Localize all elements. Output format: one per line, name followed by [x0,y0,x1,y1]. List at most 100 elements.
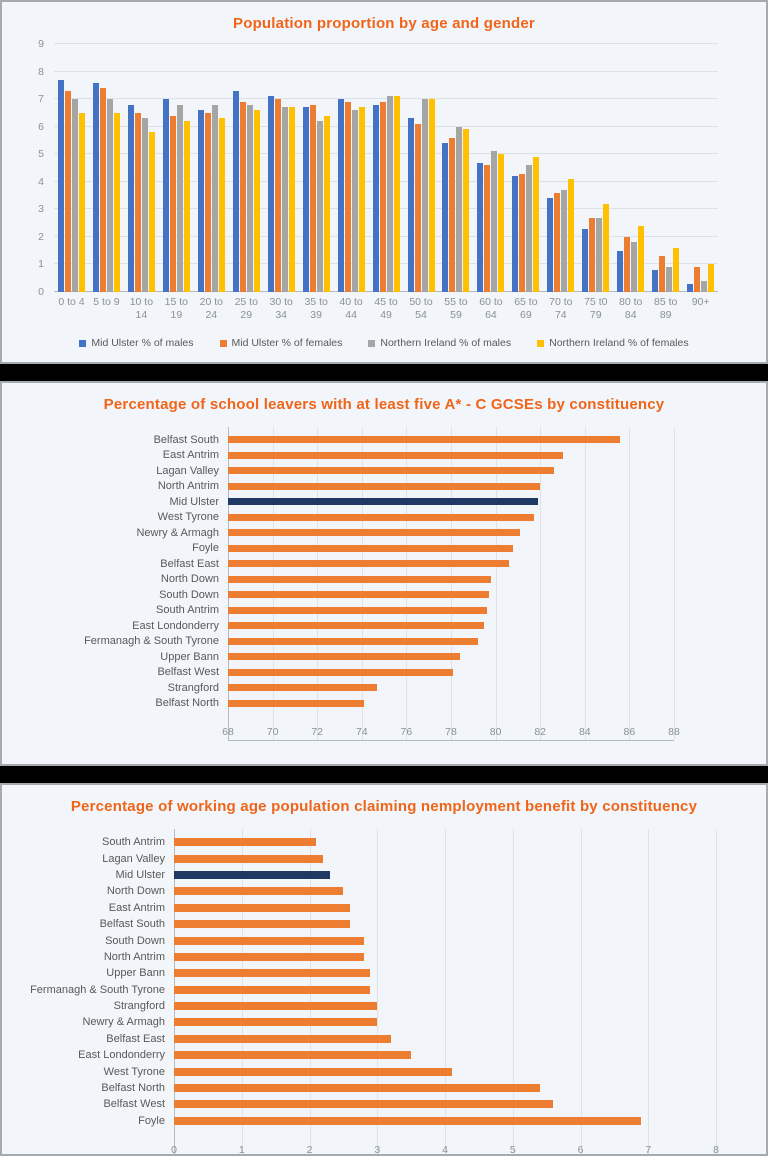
bar-normal [174,1002,378,1011]
bar-normal [174,1116,642,1125]
legend-swatch [79,339,87,347]
vbar [547,198,554,292]
vbar [351,110,358,292]
bar-group [124,44,159,292]
bar-track [228,606,674,614]
bar-track [228,513,674,521]
chart-row: West Tyrone [2,510,766,526]
vbar [211,104,218,292]
vbar [344,101,351,292]
panel-separator [0,766,768,783]
chart-row: Belfast East [2,1031,766,1047]
category-label: East Antrim [162,449,219,462]
x-tick-label: 15 to 19 [164,296,189,321]
bar-track [174,1067,716,1076]
x-tick-label: 35 to 39 [304,296,328,321]
x-tick-label: 5 [509,1144,516,1156]
x-tick-label: 90+ [691,296,710,308]
bar-normal [174,936,364,945]
category-label: Belfast South [99,918,165,931]
legend-item: Mid Ulster % of males [79,337,194,350]
bar-track [228,560,674,568]
y-tick-label: 7 [38,93,44,106]
bar-normal [174,952,364,961]
legend-label: Mid Ulster % of females [231,337,343,350]
gridline [451,427,452,740]
bar-track [228,482,674,490]
vbar [253,110,260,292]
x-tick-label: 75 t0 79 [584,296,608,321]
bar-track [174,1051,716,1060]
chart-row: North Antrim [2,479,766,495]
vbar [71,99,78,292]
category-label: Strangford [167,681,219,694]
category-label: Belfast South [153,433,219,446]
x-tick-label: 2 [306,1144,313,1156]
vbar [491,151,498,292]
chart-row: Foyle [2,1113,766,1129]
vbar [617,250,624,292]
vbar [316,121,323,292]
category-label: Lagan Valley [102,852,165,865]
gridline [54,235,718,237]
vbar [239,101,246,292]
gridline [54,125,718,127]
legend-label: Mid Ulster % of males [91,337,194,350]
y-tick-label: 0 [38,286,44,298]
gridline [512,829,514,1154]
x-tick-label: 70 [266,726,279,738]
category-label: Foyle [192,542,219,555]
vbar [666,267,673,292]
category-label: Foyle [138,1114,165,1127]
bar-normal [174,969,371,978]
vbar [267,96,274,292]
chart-row: Mid Ulster [2,494,766,510]
population-plot-area [54,43,718,292]
vbar [78,112,85,292]
gridline [674,427,675,740]
chart-row: North Antrim [2,949,766,965]
vbar [673,247,680,292]
gridline [54,291,718,292]
bar-track [228,699,674,707]
x-tick-label: 1 [238,1144,245,1156]
category-label: Mid Ulster [169,495,219,508]
chart-row: North Down [2,572,766,588]
bar-normal [228,668,454,676]
bar-normal [174,985,371,994]
bar-normal [174,920,351,929]
bar-normal [228,653,460,661]
bar-normal [228,637,478,645]
bar-track [174,985,716,994]
bar-highlight [174,870,330,879]
vbar [99,88,106,292]
category-label: Fermanagh & South Tyrone [30,983,165,996]
vbar [386,96,393,292]
chart-row: Belfast East [2,556,766,572]
legend-label: Northern Ireland % of males [380,337,512,350]
bar-group [578,44,613,292]
y-tick-label: 2 [38,230,44,243]
vbar [169,115,176,292]
gridlines [228,427,675,741]
category-label: West Tyrone [157,511,219,524]
gridline [54,208,718,210]
bar-track [228,668,674,676]
x-tick-label: 25 to 29 [234,296,258,321]
gridline [629,427,631,740]
chart-row: Belfast South [2,432,766,448]
bar-track [228,436,674,444]
vbar [428,99,435,292]
bar-normal [174,903,351,912]
bar-track [174,1084,716,1093]
gridline [445,829,446,1154]
vbar [232,90,239,292]
vbar [176,104,183,292]
legend-swatch [368,339,376,347]
legend-swatch [219,339,227,347]
bar-normal [174,1100,554,1109]
bar-normal [174,854,324,863]
legend-label: Northern Ireland % of females [549,337,689,350]
bar-track [174,838,716,847]
vbar [288,107,295,292]
